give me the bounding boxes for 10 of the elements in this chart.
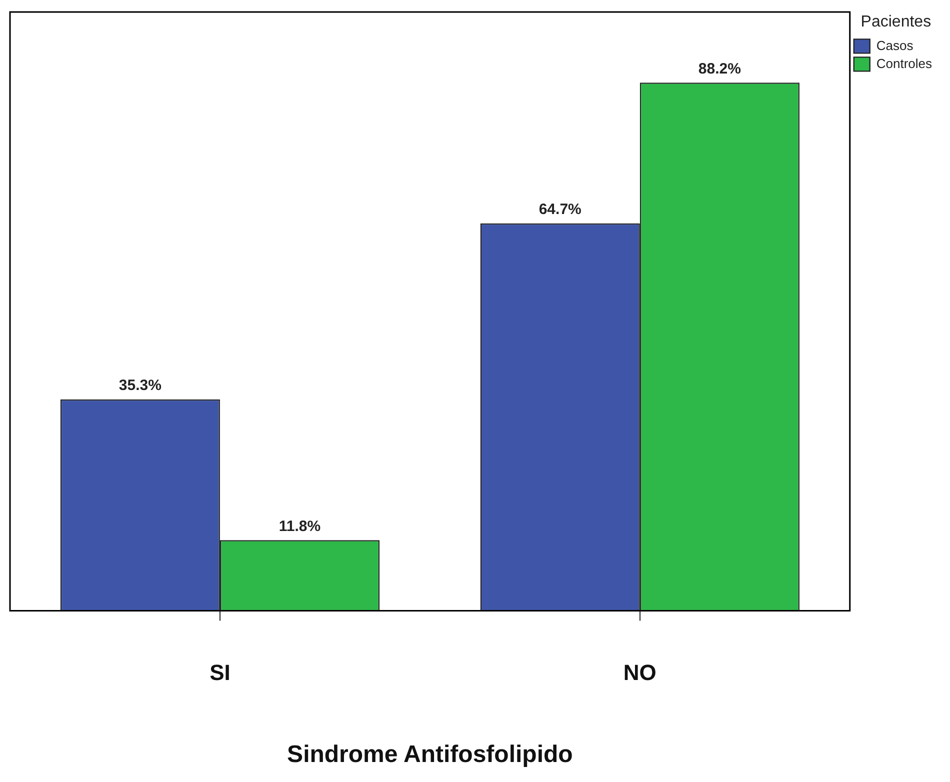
data-label: 64.7%	[538, 201, 582, 218]
data-label: 11.8%	[278, 518, 321, 535]
data-label: 88.2%	[698, 60, 741, 78]
legend-title: Pacientes	[860, 13, 932, 30]
x-tick-label: SI	[210, 660, 230, 686]
x-tick-label: NO	[623, 660, 656, 686]
x-axis-title: Sindrome Antifosfolipido	[287, 741, 573, 768]
data-label: 35.3%	[118, 377, 162, 394]
legend-label: Controles	[876, 56, 932, 71]
legend-label: Casos	[876, 38, 914, 53]
